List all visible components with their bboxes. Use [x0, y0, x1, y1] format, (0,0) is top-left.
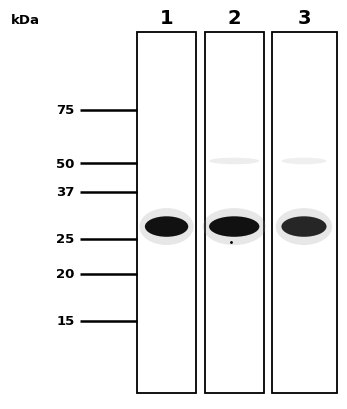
- Ellipse shape: [203, 209, 266, 245]
- Text: 20: 20: [56, 267, 75, 281]
- Bar: [272, 33, 337, 393]
- Ellipse shape: [145, 217, 188, 237]
- Ellipse shape: [139, 209, 194, 245]
- Text: 15: 15: [56, 315, 75, 328]
- Ellipse shape: [276, 209, 332, 245]
- Text: 75: 75: [56, 104, 75, 117]
- Text: 2: 2: [227, 9, 241, 28]
- Text: 3: 3: [297, 9, 311, 28]
- Bar: [137, 33, 196, 393]
- Text: 25: 25: [56, 233, 75, 246]
- Ellipse shape: [209, 217, 260, 237]
- Ellipse shape: [209, 158, 260, 165]
- Text: 50: 50: [56, 157, 75, 170]
- Text: kDa: kDa: [10, 14, 40, 27]
- Bar: [205, 33, 264, 393]
- Text: 37: 37: [56, 186, 75, 199]
- Ellipse shape: [281, 158, 327, 165]
- Ellipse shape: [281, 217, 327, 237]
- Text: 1: 1: [160, 9, 174, 28]
